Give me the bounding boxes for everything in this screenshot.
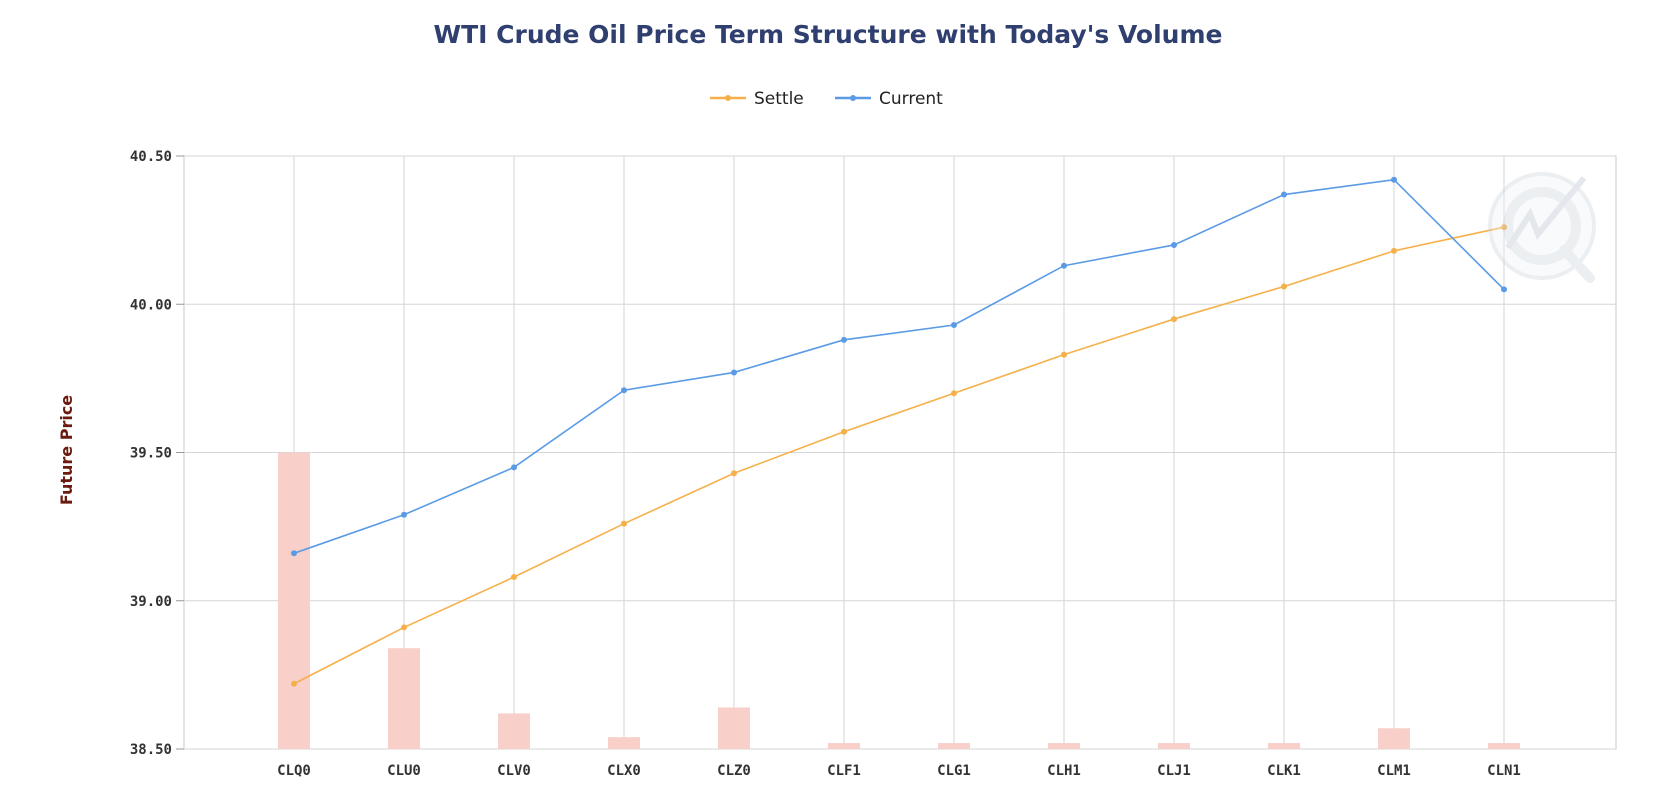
data-point-current[interactable] <box>621 387 627 394</box>
data-point-current[interactable] <box>1171 241 1177 248</box>
data-point-current[interactable] <box>1501 286 1507 293</box>
volume-bar[interactable] <box>388 648 420 749</box>
data-point-current[interactable] <box>951 322 957 329</box>
legend-item-current[interactable]: Current <box>879 89 943 109</box>
y-gridlines <box>184 155 1616 750</box>
volume-bar[interactable] <box>828 743 860 749</box>
y-axis-label: Future Price <box>57 395 76 505</box>
data-point-settle[interactable] <box>621 520 627 527</box>
legend[interactable]: Settle Current <box>710 89 943 109</box>
chart-title: WTI Crude Oil Price Term Structure with … <box>434 20 1223 49</box>
volume-bar[interactable] <box>718 707 750 749</box>
volume-bar[interactable] <box>278 452 310 750</box>
data-point-current[interactable] <box>291 550 297 557</box>
data-point-settle[interactable] <box>291 680 297 687</box>
y-axis-ticks: 40.50 40.00 39.50 39.00 38.50 <box>130 149 184 758</box>
series-points <box>291 176 1507 687</box>
volume-bar[interactable] <box>498 713 530 749</box>
volume-bar[interactable] <box>608 737 640 749</box>
x-tick-label: CLV0 <box>497 763 531 779</box>
data-point-current[interactable] <box>511 464 517 471</box>
data-point-current[interactable] <box>731 369 737 376</box>
volume-bar[interactable] <box>938 743 970 749</box>
x-tick-label: CLN1 <box>1487 763 1521 779</box>
volume-bar[interactable] <box>1488 743 1520 749</box>
x-tick-label: CLH1 <box>1047 763 1081 779</box>
x-tick-label: CLF1 <box>827 763 861 779</box>
data-point-settle[interactable] <box>841 428 847 435</box>
volume-bar[interactable] <box>1378 728 1410 749</box>
x-tick-label: CLX0 <box>607 763 641 779</box>
data-point-settle[interactable] <box>951 390 957 397</box>
data-point-settle[interactable] <box>1061 351 1067 358</box>
y-tick-label: 39.50 <box>130 446 172 462</box>
data-point-current[interactable] <box>1281 191 1287 198</box>
plot-area <box>183 155 1617 750</box>
data-point-settle[interactable] <box>1171 316 1177 323</box>
data-point-settle[interactable] <box>1391 247 1397 254</box>
x-tick-label: CLZ0 <box>717 763 751 779</box>
legend-marker <box>850 95 856 101</box>
data-point-current[interactable] <box>1391 176 1397 183</box>
x-tick-label: CLG1 <box>937 763 971 779</box>
volume-bar[interactable] <box>1158 743 1190 749</box>
y-tick-label: 40.00 <box>130 297 172 313</box>
data-point-settle[interactable] <box>1501 224 1507 231</box>
x-tick-label: CLJ1 <box>1157 763 1191 779</box>
volume-bar[interactable] <box>1048 743 1080 749</box>
legend-item-settle[interactable]: Settle <box>754 89 804 109</box>
data-point-current[interactable] <box>1061 262 1067 269</box>
series-line-current[interactable] <box>293 178 1505 555</box>
y-tick-label: 40.50 <box>130 149 172 165</box>
watermark-logo <box>1488 172 1596 283</box>
volume-bar[interactable] <box>1268 743 1300 749</box>
x-tick-label: CLU0 <box>387 763 421 779</box>
data-point-current[interactable] <box>401 511 407 518</box>
series-lines <box>293 178 1505 685</box>
series-line-settle[interactable] <box>293 226 1505 685</box>
volume-bars <box>278 452 1520 750</box>
x-tick-label: CLQ0 <box>277 763 311 779</box>
data-point-settle[interactable] <box>401 624 407 631</box>
data-point-settle[interactable] <box>731 470 737 477</box>
y-tick-label: 38.50 <box>130 742 172 758</box>
data-point-settle[interactable] <box>511 574 517 581</box>
x-tick-label: CLM1 <box>1377 763 1411 779</box>
y-tick-label: 39.00 <box>130 594 172 610</box>
x-axis-ticks: CLQ0 CLU0 CLV0 CLX0 CLZ0 CLF1 CLG1 CLH1 CLJ1 CLK1… <box>277 763 1521 779</box>
legend-marker <box>725 95 731 101</box>
x-tick-label: CLK1 <box>1267 763 1301 779</box>
data-point-current[interactable] <box>841 336 847 343</box>
data-point-settle[interactable] <box>1281 283 1287 290</box>
